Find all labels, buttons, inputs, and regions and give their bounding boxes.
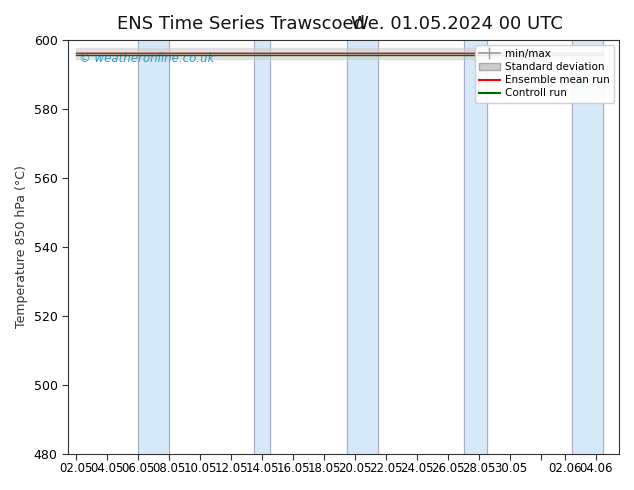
Bar	[138, 40, 169, 454]
Bar	[573, 40, 604, 454]
Text: © weatheronline.co.uk: © weatheronline.co.uk	[79, 52, 214, 65]
Bar	[464, 40, 487, 454]
Y-axis label: Temperature 850 hPa (°C): Temperature 850 hPa (°C)	[15, 165, 28, 328]
Bar	[347, 40, 378, 454]
Text: We. 01.05.2024 00 UTC: We. 01.05.2024 00 UTC	[351, 15, 562, 33]
Text: ENS Time Series Trawscoed: ENS Time Series Trawscoed	[117, 15, 365, 33]
Legend: min/max, Standard deviation, Ensemble mean run, Controll run: min/max, Standard deviation, Ensemble me…	[475, 45, 614, 102]
Bar	[254, 40, 269, 454]
